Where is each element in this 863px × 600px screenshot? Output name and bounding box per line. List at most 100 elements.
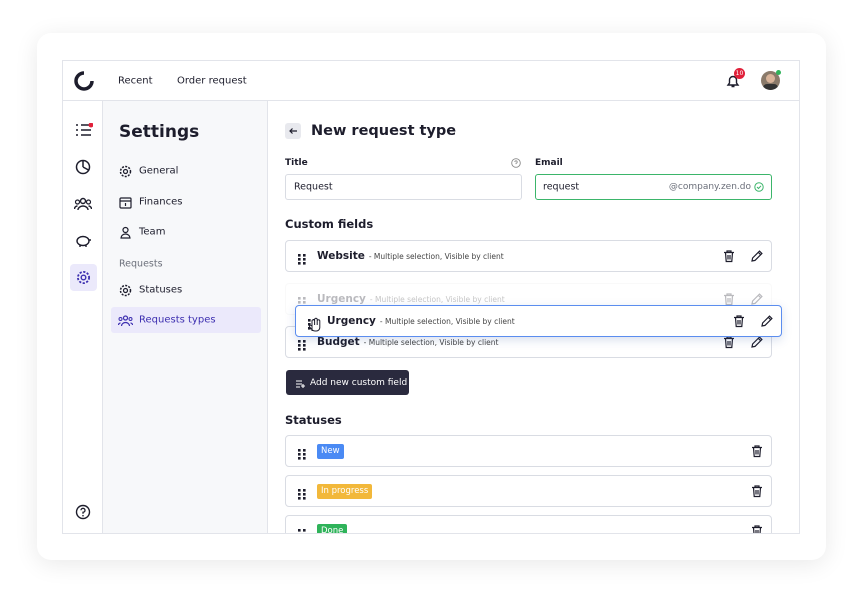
grab-cursor [308, 317, 321, 332]
sidebar-item[interactable]: Team [139, 226, 166, 238]
field-name: Website - Multiple selection, Visible by … [317, 250, 504, 262]
finance-icon [119, 197, 132, 209]
delete-icon[interactable] [750, 444, 764, 458]
top-bar: Recent Order request 10 [63, 61, 799, 101]
sidebar-title: Settings [119, 122, 200, 142]
status-dot [776, 70, 781, 75]
drag-handle-glyph [298, 340, 306, 351]
status-row[interactable]: In progress [285, 475, 772, 507]
delete-icon-glyph [752, 525, 762, 533]
gear-icon [119, 165, 132, 178]
drag-handle[interactable] [297, 485, 307, 504]
field-details: - Multiple selection, Visible by client [379, 317, 515, 326]
edit-icon-glyph [761, 315, 773, 327]
nav-link[interactable]: Recent [118, 75, 153, 87]
button-label: Add new custom field [310, 377, 408, 388]
field-name: Urgency - Multiple selection, Visible by … [317, 293, 505, 305]
gear-icon [119, 284, 132, 297]
title-input[interactable]: Request [285, 174, 522, 200]
bell-icon[interactable] [725, 73, 741, 89]
delete-icon[interactable] [750, 484, 764, 498]
delete-icon-glyph [734, 315, 744, 328]
input-value: Request [294, 181, 333, 193]
email-input[interactable]: request @company.zen.do [535, 174, 772, 200]
team-icon[interactable] [74, 196, 92, 212]
settings-icon [77, 271, 90, 284]
field-name-text: Budget [317, 336, 360, 348]
delete-icon-glyph [724, 250, 734, 263]
field-name-text: Urgency [327, 315, 376, 327]
delete-icon[interactable] [722, 292, 736, 306]
help-icon[interactable] [75, 504, 91, 520]
drag-handle-glyph [298, 529, 306, 532]
active-tab[interactable] [70, 264, 97, 291]
status-row[interactable]: New [285, 435, 772, 467]
field-row[interactable]: Website - Multiple selection, Visible by … [285, 240, 772, 272]
types-icon [118, 315, 133, 327]
drag-handle-glyph [298, 449, 306, 460]
sidebar-section: Requests [119, 258, 163, 270]
team-icon [120, 226, 131, 239]
logo [74, 71, 94, 91]
delete-icon-glyph [724, 293, 734, 306]
edit-icon-glyph [751, 250, 763, 262]
add-icon [296, 380, 305, 388]
drag-handle[interactable] [297, 445, 307, 464]
avatar[interactable] [761, 71, 780, 90]
icon-rail [63, 101, 103, 533]
field-details: - Multiple selection, Visible by client [369, 295, 505, 304]
edit-icon-glyph [751, 293, 763, 305]
chart-icon[interactable] [75, 159, 91, 175]
page-title: New request type [311, 123, 457, 139]
add-field-button[interactable]: Add new custom field [286, 370, 409, 395]
delete-icon-glyph [752, 445, 762, 458]
input-suffix: @company.zen.do [668, 182, 751, 192]
section-heading: Statuses [285, 413, 342, 427]
back-button[interactable] [285, 123, 301, 139]
edit-icon-glyph [751, 336, 763, 348]
notification-badge: 10 [734, 68, 745, 79]
delete-icon[interactable] [750, 524, 764, 533]
field-name-text: Website [317, 250, 365, 262]
delete-icon[interactable] [722, 335, 736, 349]
valid-icon [754, 182, 764, 192]
delete-icon-glyph [752, 485, 762, 498]
field-name: Urgency - Multiple selection, Visible by … [327, 315, 515, 327]
field-name: Budget - Multiple selection, Visible by c… [317, 336, 498, 348]
drag-handle[interactable] [297, 336, 307, 355]
field-name-text: Urgency [317, 293, 366, 305]
sidebar-item[interactable]: Statuses [139, 284, 183, 296]
edit-icon[interactable] [750, 335, 764, 349]
drag-handle-glyph [298, 254, 306, 265]
field-label: Title [285, 158, 308, 168]
edit-icon[interactable] [750, 249, 764, 263]
drag-handle[interactable] [297, 525, 307, 533]
edit-icon[interactable] [760, 314, 774, 328]
dragged-field-row[interactable]: Urgency - Multiple selection, Visible by … [295, 305, 782, 337]
sidebar-item[interactable]: Requests types [139, 314, 216, 326]
delete-icon-glyph [724, 336, 734, 349]
delete-icon[interactable] [732, 314, 746, 328]
field-details: - Multiple selection, Visible by client [368, 252, 504, 261]
settings-sidebar: Settings General Finances Team Requests … [103, 101, 268, 533]
help-icon[interactable] [511, 158, 521, 168]
status-tag: In progress [317, 484, 373, 499]
sidebar-item[interactable]: Finances [139, 196, 183, 208]
delete-icon[interactable] [722, 249, 736, 263]
input-value: request [543, 181, 580, 193]
field-label: Email [535, 158, 563, 168]
piggy-icon[interactable] [75, 233, 92, 248]
sidebar-item[interactable]: General [139, 165, 179, 177]
active-item [111, 307, 261, 333]
section-heading: Custom fields [285, 217, 374, 231]
status-tag: Done [317, 524, 348, 533]
app-window: Recent Order request 10 Settings General… [62, 60, 800, 534]
nav-link[interactable]: Order request [177, 75, 247, 87]
status-row[interactable]: Done [285, 515, 772, 533]
field-details: - Multiple selection, Visible by client [363, 338, 499, 347]
edit-icon[interactable] [750, 292, 764, 306]
drag-handle-glyph [298, 489, 306, 500]
drag-handle[interactable] [297, 250, 307, 269]
list-icon[interactable] [75, 123, 93, 137]
